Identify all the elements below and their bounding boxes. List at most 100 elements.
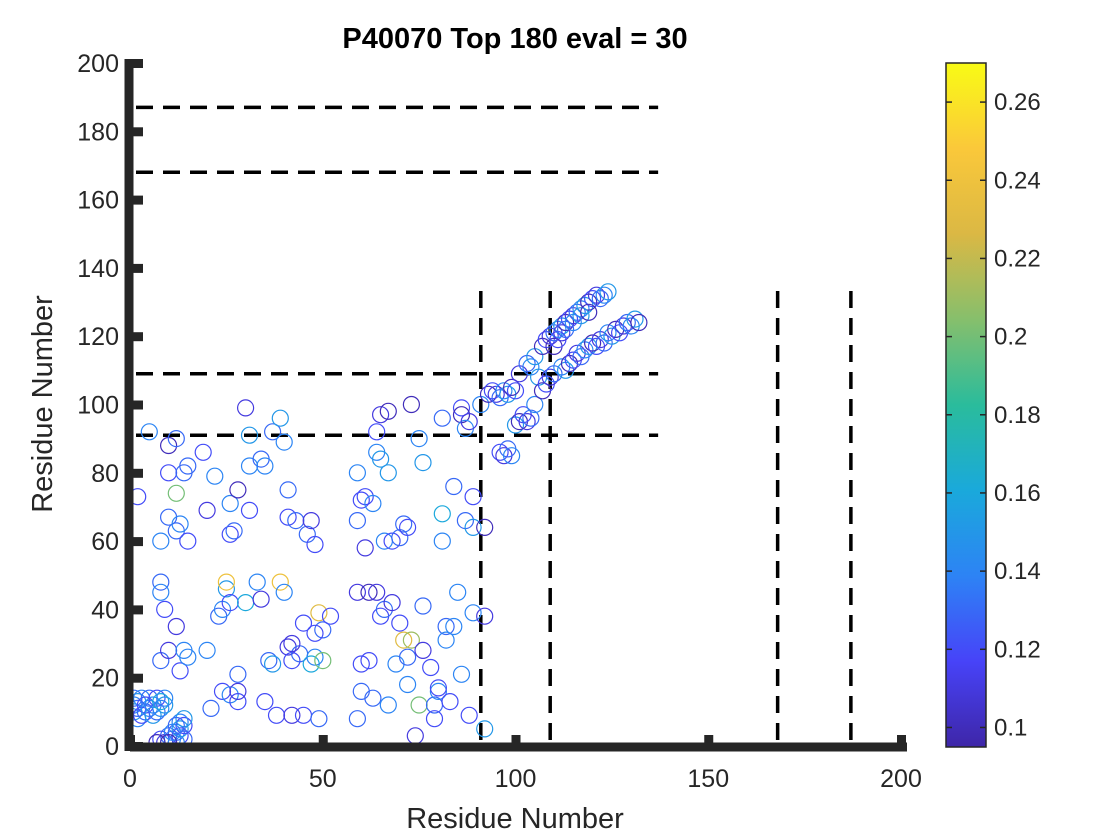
data-point xyxy=(240,457,259,475)
data-point xyxy=(279,481,297,499)
data-point xyxy=(294,614,313,632)
y-tick-label: 60 xyxy=(91,528,119,556)
data-point xyxy=(406,727,424,745)
data-point xyxy=(583,290,602,308)
data-point xyxy=(179,532,197,550)
data-point xyxy=(252,590,270,608)
data-point xyxy=(599,324,617,342)
y-tick-label: 80 xyxy=(91,460,119,488)
y-tick-mark xyxy=(131,605,143,615)
data-point xyxy=(167,430,185,448)
data-point xyxy=(422,658,440,677)
data-point xyxy=(506,416,525,434)
y-tick-label: 200 xyxy=(77,50,119,78)
data-point xyxy=(452,665,471,683)
y-tick-mark xyxy=(131,742,143,751)
data-point xyxy=(229,692,247,711)
data-point xyxy=(425,710,444,728)
y-tick-mark xyxy=(131,195,143,205)
data-point xyxy=(256,457,274,475)
data-point xyxy=(414,597,432,615)
data-point xyxy=(391,614,409,632)
data-point xyxy=(198,501,216,519)
data-point xyxy=(360,583,378,601)
data-point xyxy=(414,454,432,472)
data-point xyxy=(476,607,494,625)
y-tick-label: 120 xyxy=(77,323,119,351)
data-point xyxy=(229,481,247,499)
data-point xyxy=(167,716,185,735)
data-point xyxy=(314,651,332,670)
data-point xyxy=(279,508,297,526)
x-tick-mark xyxy=(704,735,714,747)
data-point xyxy=(445,477,463,496)
y-tick-label: 180 xyxy=(77,118,119,146)
data-point xyxy=(213,682,232,701)
data-point xyxy=(352,655,370,673)
y-tick-mark xyxy=(131,468,143,478)
data-point xyxy=(360,651,378,670)
data-point xyxy=(437,631,455,649)
colorbar-tick-label: 0.18 xyxy=(994,402,1041,429)
data-point xyxy=(410,696,428,714)
colorbar-tick-label: 0.22 xyxy=(994,245,1041,272)
data-point xyxy=(379,402,397,420)
data-point xyxy=(348,583,366,601)
data-point xyxy=(445,617,463,636)
data-point xyxy=(179,457,197,475)
y-tick-mark xyxy=(131,127,143,137)
y-tick-mark xyxy=(131,400,143,410)
x-tick-mark xyxy=(511,735,521,747)
x-tick-label: 150 xyxy=(687,765,729,793)
data-point xyxy=(171,662,189,680)
colorbar-tick-label: 0.2 xyxy=(994,324,1027,351)
data-point xyxy=(156,600,174,619)
data-point xyxy=(503,447,521,465)
data-point xyxy=(441,692,459,711)
data-point xyxy=(198,641,216,660)
data-point xyxy=(387,655,405,673)
data-point xyxy=(140,423,158,441)
colorbar: 0.1 0.12 0.14 0.16 0.18 0.2 0.22 0.24 0.26 xyxy=(945,62,1041,748)
data-point xyxy=(152,692,170,711)
data-point xyxy=(217,580,235,598)
data-point xyxy=(626,310,644,328)
y-axis-label: Residue Number xyxy=(27,295,59,513)
data-point xyxy=(395,515,413,533)
data-point xyxy=(379,696,397,714)
data-point xyxy=(275,583,293,601)
data-point xyxy=(152,583,170,601)
data-point xyxy=(240,501,259,519)
data-point xyxy=(553,324,571,342)
colorbar-gradient xyxy=(945,62,987,748)
data-point xyxy=(503,378,521,396)
data-point xyxy=(237,593,255,612)
data-point xyxy=(294,706,313,724)
y-tick-mark xyxy=(131,537,143,547)
data-point xyxy=(179,648,197,666)
data-point xyxy=(518,413,536,431)
data-point xyxy=(464,488,482,506)
data-point xyxy=(572,307,590,325)
data-point xyxy=(476,720,494,738)
data-point xyxy=(580,303,598,321)
y-tick-mark xyxy=(131,332,143,342)
data-point xyxy=(171,515,189,533)
y-tick-label: 20 xyxy=(91,665,119,693)
data-point xyxy=(364,494,382,513)
data-point xyxy=(156,689,174,707)
data-point xyxy=(348,464,366,482)
data-point xyxy=(399,675,417,694)
data-point xyxy=(356,539,374,557)
data-point xyxy=(260,651,278,670)
data-point xyxy=(271,573,289,591)
data-point xyxy=(152,651,170,670)
data-point xyxy=(264,655,282,673)
x-tick-label: 200 xyxy=(880,765,922,793)
data-point xyxy=(229,665,247,683)
data-point xyxy=(437,617,455,636)
data-point xyxy=(476,518,494,537)
colorbar-tick-label: 0.26 xyxy=(994,89,1041,116)
data-point xyxy=(433,532,451,550)
data-point xyxy=(229,682,247,701)
